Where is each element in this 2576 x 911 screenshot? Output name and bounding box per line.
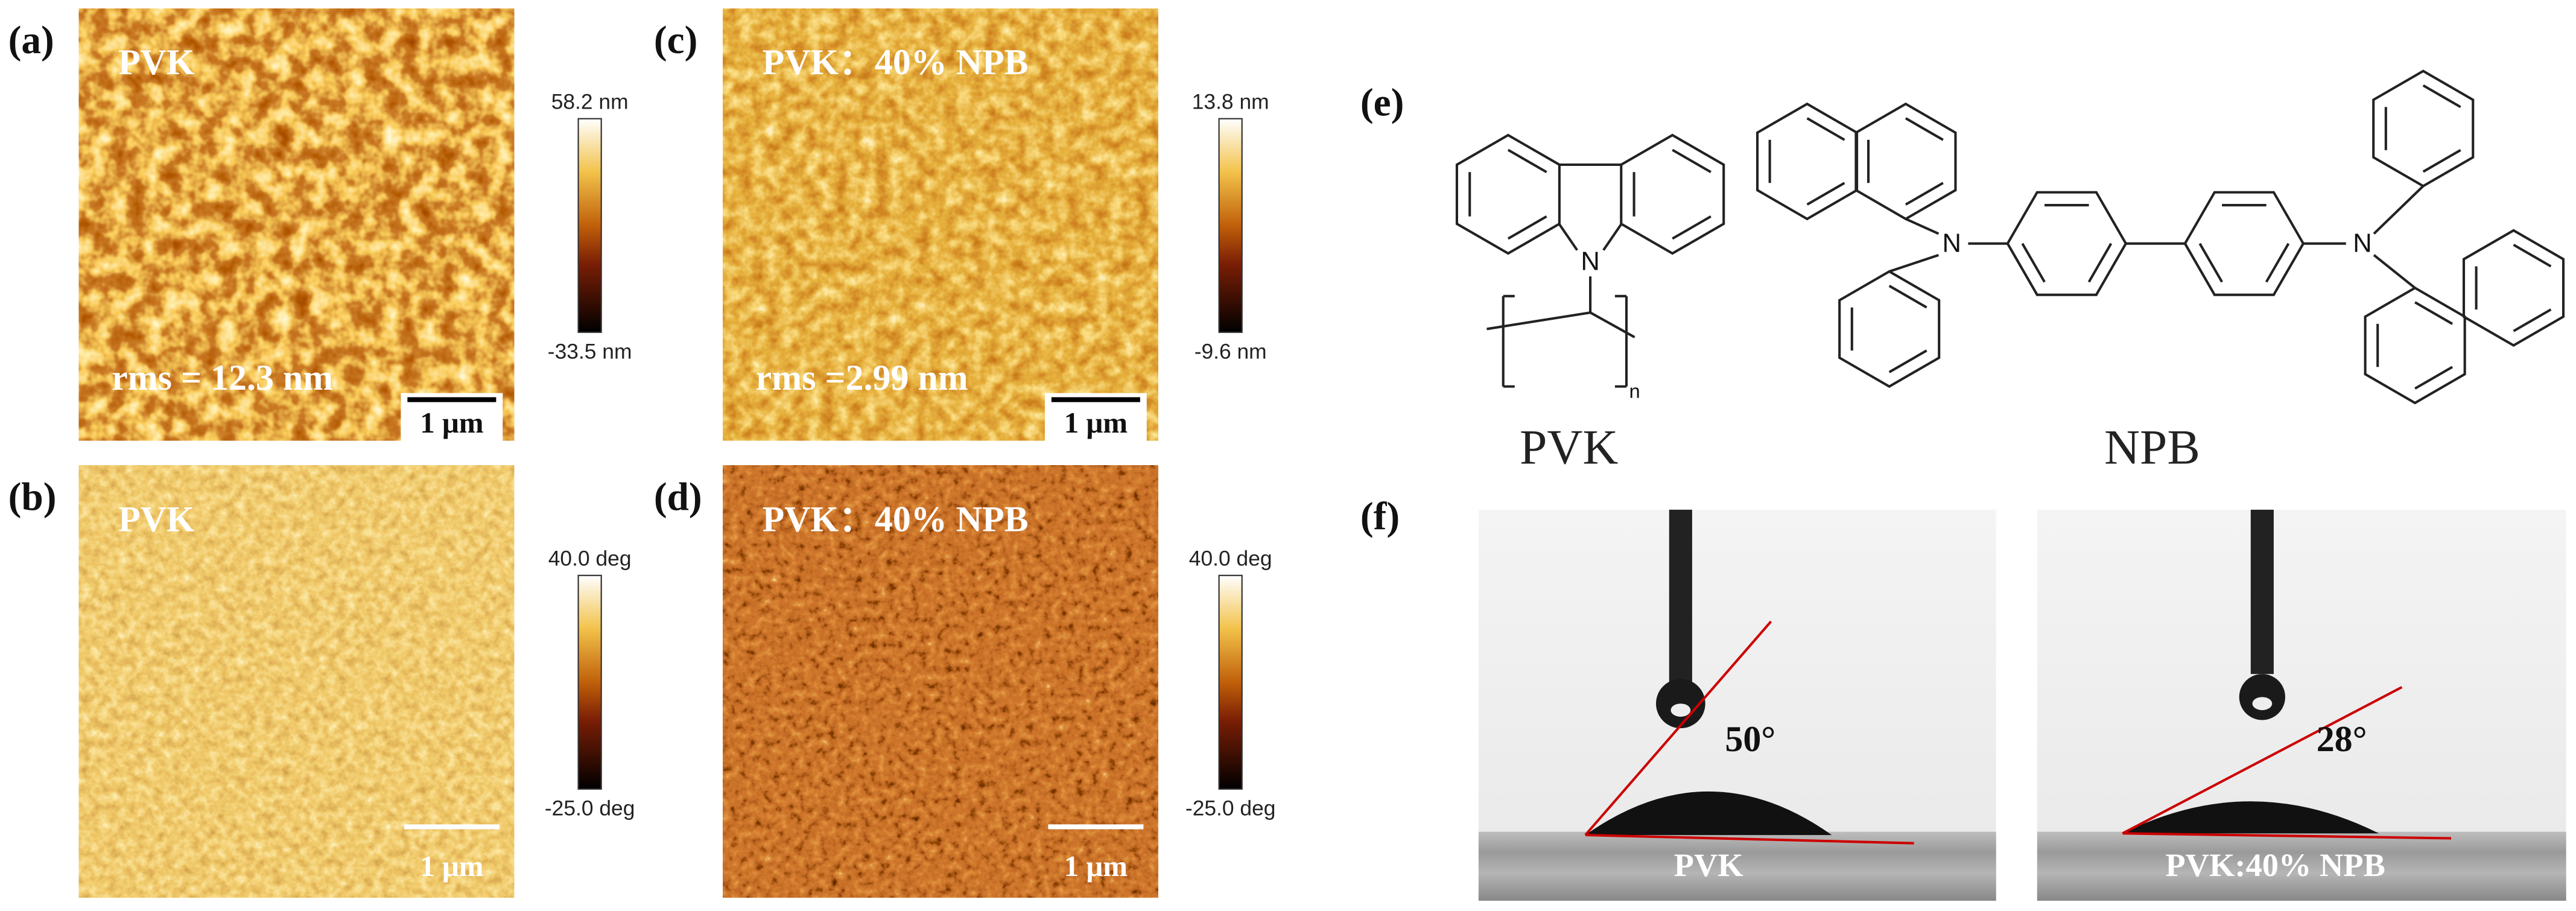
atom-label: N (2353, 229, 2371, 258)
scale-bar-label: 1 μm (1064, 406, 1128, 439)
molecule-name: NPB (2104, 420, 2200, 475)
rms-value: rms = 12.3 nm (112, 358, 333, 398)
bond (1558, 223, 1578, 251)
sample-name: PVK (1674, 846, 1743, 883)
colorbar-min: -25.0 deg (1185, 796, 1276, 820)
double-bond (2414, 301, 2454, 325)
bond (1905, 217, 1940, 235)
sample-name: PVK:40% NPB (2165, 846, 2385, 883)
bond (2373, 254, 2416, 289)
molecule-name: PVK (1520, 420, 1618, 475)
double-bond (2422, 84, 2461, 109)
ring (2462, 229, 2565, 347)
double-bond (2414, 366, 2454, 390)
bond (1889, 253, 1940, 273)
double-bond (1905, 182, 1944, 206)
bond (2373, 185, 2425, 235)
repeat-subscript: n (1629, 380, 1640, 402)
colorbar-max: 40.0 deg (1189, 546, 1272, 570)
contact-angle: 50° (1725, 719, 1775, 759)
colorbar (1218, 574, 1243, 790)
afm-image (78, 8, 515, 441)
colorbar-max: 40.0 deg (548, 546, 632, 570)
double-bond (2265, 243, 2290, 283)
colorbar-max: 58.2 nm (551, 89, 629, 113)
double-bond (2513, 308, 2552, 332)
ring (1838, 270, 1941, 388)
scale-bar-label: 1 μm (420, 849, 483, 883)
panel-label: (b) (8, 475, 57, 519)
ring (2364, 286, 2466, 405)
colorbar-min: -9.6 nm (1194, 339, 1267, 363)
double-bond (1507, 148, 1547, 174)
rms-value: rms =2.99 nm (756, 358, 968, 398)
double-bond (2021, 243, 2046, 283)
colorbar-min: -25.0 deg (545, 796, 635, 820)
panel-label: (c) (654, 19, 698, 62)
molecule-drawings (1455, 69, 2565, 405)
afm-image (723, 8, 1158, 441)
afm-panel: (d) PVK：40% NPB 1 μm 40.0 deg -25.0 deg (654, 465, 1276, 898)
colorbar (577, 118, 602, 333)
colorbar (577, 574, 602, 790)
double-bond (1905, 117, 1944, 141)
double-bond (2087, 243, 2113, 283)
panel-label: (d) (654, 475, 702, 519)
ring (2183, 191, 2305, 296)
image-title: PVK：40% NPB (763, 499, 1029, 539)
image-title: PVK：40% NPB (763, 42, 1029, 82)
double-bond (1888, 285, 1927, 309)
afm-panels: (a) PVK rms = 12.3 nm 1 μm 58.2 nm -33.5 nm (b… (8, 8, 1276, 898)
double-bond (2513, 243, 2552, 268)
panel-label: (f) (1360, 495, 1400, 539)
ring (1854, 102, 1957, 221)
image-title: PVK (118, 499, 195, 539)
contact-angle: 28° (2317, 719, 2367, 759)
double-bond (1888, 349, 1927, 373)
colorbar-min: -33.5 nm (548, 339, 632, 363)
double-bond (1672, 148, 1712, 174)
panel-label: (a) (8, 19, 54, 62)
scale-bar-label: 1 μm (420, 406, 483, 439)
afm-panel: (a) PVK rms = 12.3 nm 1 μm 58.2 nm -33.5 nm (8, 8, 632, 441)
double-bond (2422, 149, 2461, 173)
double-bond (1806, 182, 1845, 206)
ring (2372, 69, 2475, 188)
contact-angle-photo: 50° PVK (1478, 509, 1996, 901)
double-bond (1507, 215, 1547, 240)
ring (1756, 102, 1859, 221)
atom-label: N (1581, 247, 1599, 276)
scale-bar-label: 1 μm (1064, 849, 1128, 883)
image-title: PVK (118, 42, 195, 82)
double-bond (1806, 117, 1845, 141)
ring (1620, 133, 1725, 255)
ring (1455, 133, 1561, 255)
bond (1602, 223, 1623, 251)
afm-panel: (c) PVK：40% NPB rms =2.99 nm 1 μm 13.8 nm -9.… (654, 8, 1269, 441)
panel-label: (e) (1360, 81, 1404, 124)
colorbar (1218, 118, 1243, 333)
atom-label: N (1942, 229, 1961, 258)
colorbar-max: 13.8 nm (1192, 89, 1269, 113)
bond (1590, 311, 1635, 338)
double-bond (1672, 215, 1712, 240)
contact-angle-photo: 28° PVK:40% NPB (2037, 509, 2566, 901)
double-bond (2198, 243, 2223, 283)
afm-panel: (b) PVK 1 μm 40.0 deg -25.0 deg (8, 465, 635, 898)
ring (2006, 191, 2128, 296)
